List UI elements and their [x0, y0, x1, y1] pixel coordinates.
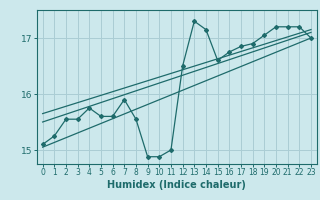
X-axis label: Humidex (Indice chaleur): Humidex (Indice chaleur)	[108, 180, 246, 190]
